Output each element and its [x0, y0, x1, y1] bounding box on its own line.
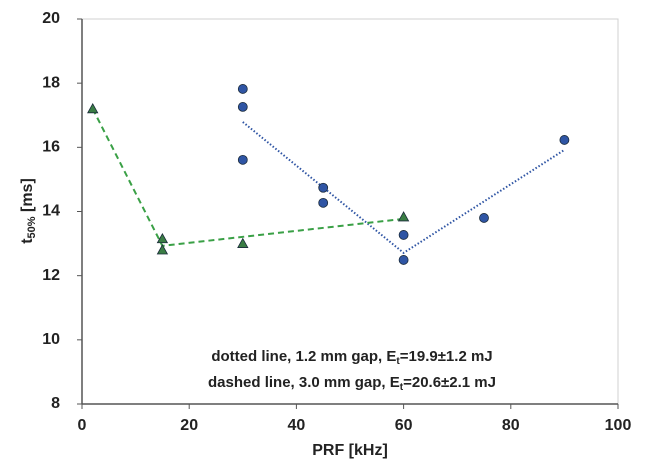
data-point	[398, 230, 409, 240]
data-point	[237, 84, 248, 94]
annotation-sub: t	[396, 356, 400, 367]
x-tick-label: 20	[180, 417, 198, 434]
data-point	[237, 154, 248, 165]
x-tick-label: 60	[395, 417, 413, 434]
fit-line	[91, 108, 404, 247]
x-tick-label: 0	[78, 417, 87, 434]
annotation-rest: =20.6±2.1 mJ	[403, 374, 496, 391]
y-label-sub: 50%	[26, 216, 38, 238]
annotation-sub: t	[400, 382, 404, 393]
data-point	[87, 103, 99, 114]
y-tick-label: 10	[42, 331, 60, 348]
data-point	[398, 255, 409, 265]
y-label-rest: [ms]	[19, 178, 36, 216]
annotation-main: dotted line, 1.2 mm gap, E	[211, 348, 396, 365]
y-axis-label: t50% [ms]	[19, 178, 38, 244]
annotation-main: dashed line, 3.0 mm gap, E	[208, 374, 400, 391]
data-point	[237, 237, 249, 248]
y-tick-label: 18	[42, 74, 60, 91]
y-tick-label: 16	[42, 139, 60, 156]
x-tick-label: 100	[605, 417, 632, 434]
annotation: dashed line, 3.0 mm gap, Et=20.6±2.1 mJ	[208, 374, 496, 393]
y-tick-label: 12	[42, 267, 60, 284]
data-point	[237, 102, 248, 112]
data-point	[559, 135, 570, 145]
x-tick-label: 80	[502, 417, 520, 434]
data-point	[318, 197, 329, 208]
x-tick-label: 40	[288, 417, 306, 434]
fit-line	[242, 121, 565, 255]
plot-frame	[81, 18, 619, 405]
data-point	[318, 182, 329, 193]
data-point	[479, 213, 489, 223]
annotation-rest: =19.9±1.2 mJ	[400, 348, 493, 365]
data-point	[397, 211, 410, 222]
y-label-main: t	[19, 238, 36, 244]
data-point	[156, 232, 169, 244]
annotation: dotted line, 1.2 mm gap, Et=19.9±1.2 mJ	[211, 348, 492, 367]
y-tick-label: 8	[51, 395, 60, 412]
data-point	[156, 244, 169, 255]
x-axis-label: PRF [kHz]	[312, 442, 388, 459]
y-tick-label: 14	[42, 203, 60, 220]
y-tick-label: 20	[42, 10, 60, 27]
